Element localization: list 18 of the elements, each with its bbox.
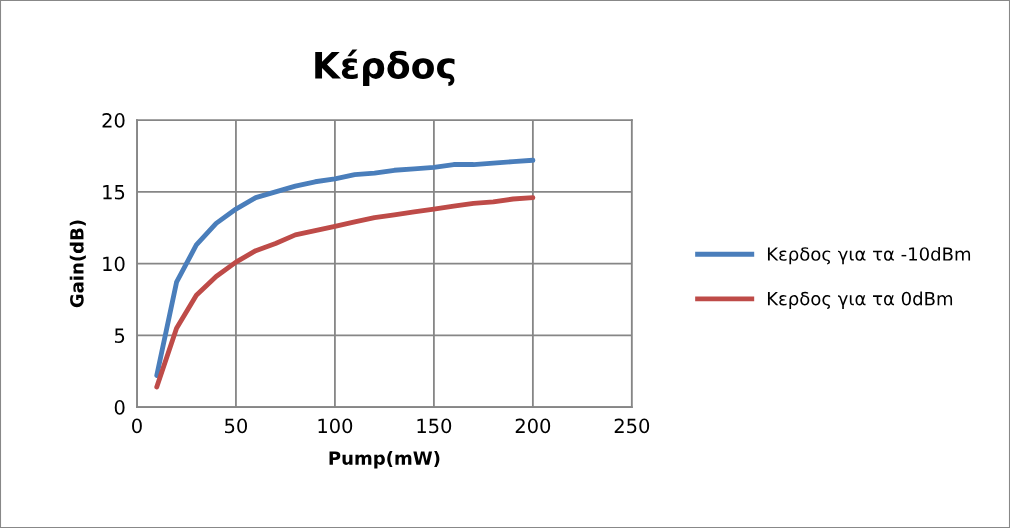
y-tick-label: 5 — [114, 328, 125, 343]
legend-label: Κερδος για τα 0dBm — [767, 291, 953, 309]
y-tick-label: 15 — [103, 185, 125, 200]
line-series — [154, 195, 536, 390]
y-tick-label: 20 — [102, 113, 125, 128]
y-axis-title: Gain(dB) — [69, 220, 86, 308]
x-tick-label: 250 — [614, 418, 650, 434]
chart-title: Κέρδος — [315, 49, 455, 86]
x-axis-title: Pump(mW) — [329, 450, 440, 469]
legend-label: Κερδος για τα -10dBm — [767, 246, 971, 265]
y-tick-label: 0 — [114, 400, 125, 415]
x-tick-label: 150 — [417, 418, 452, 434]
x-tick-label: 200 — [515, 418, 551, 434]
y-tick-label: 10 — [103, 256, 125, 272]
x-tick-label: 50 — [225, 418, 248, 434]
x-tick-label: 100 — [318, 418, 353, 434]
x-tick-label: 0 — [132, 418, 142, 434]
line-series — [154, 157, 536, 378]
